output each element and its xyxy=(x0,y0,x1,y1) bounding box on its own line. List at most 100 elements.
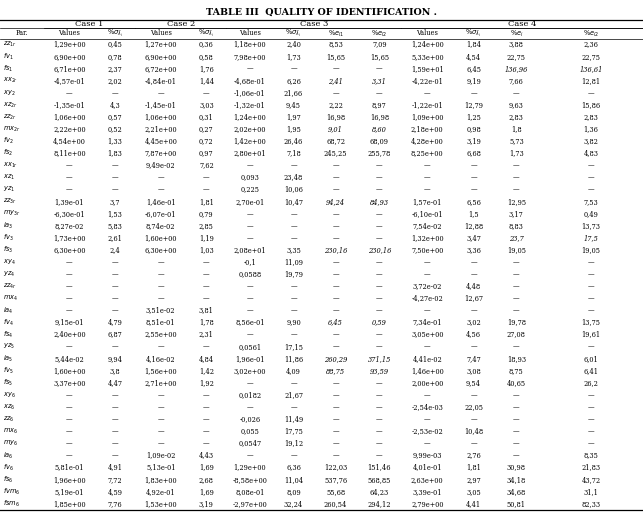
Text: —: — xyxy=(246,210,253,218)
Text: 26,46: 26,46 xyxy=(284,137,303,145)
Text: 19,05: 19,05 xyxy=(507,246,526,254)
Text: 26,2: 26,2 xyxy=(583,379,599,387)
Text: 1,27e+00: 1,27e+00 xyxy=(145,41,177,49)
Text: —: — xyxy=(424,270,431,278)
Text: $xz_1$: $xz_1$ xyxy=(3,173,15,182)
Text: —: — xyxy=(246,295,253,302)
Text: $xz_6$: $xz_6$ xyxy=(3,402,15,412)
Text: 7,62: 7,62 xyxy=(199,161,213,170)
Text: 1,73: 1,73 xyxy=(286,52,301,61)
Text: 1,76: 1,76 xyxy=(199,65,213,73)
Text: 11,86: 11,86 xyxy=(284,355,303,363)
Text: 6,30e+00: 6,30e+00 xyxy=(145,246,177,254)
Text: —: — xyxy=(588,186,594,194)
Text: —: — xyxy=(376,89,383,97)
Text: —: — xyxy=(66,282,73,290)
Text: —: — xyxy=(424,415,431,423)
Text: 23,7: 23,7 xyxy=(509,234,524,242)
Text: —: — xyxy=(332,65,339,73)
Text: —: — xyxy=(376,174,383,181)
Text: 30,98: 30,98 xyxy=(507,464,526,471)
Text: —: — xyxy=(376,403,383,411)
Text: —: — xyxy=(158,403,164,411)
Text: —: — xyxy=(112,282,118,290)
Text: —: — xyxy=(376,210,383,218)
Text: 1,19: 1,19 xyxy=(199,234,214,242)
Text: 0,0588: 0,0588 xyxy=(239,270,261,278)
Text: 0,79: 0,79 xyxy=(199,210,213,218)
Text: —: — xyxy=(112,161,118,170)
Text: 2,76: 2,76 xyxy=(466,451,481,460)
Text: 4,84: 4,84 xyxy=(199,355,214,363)
Text: 2,71e+00: 2,71e+00 xyxy=(145,379,177,387)
Text: 8,53: 8,53 xyxy=(328,41,343,49)
Text: —: — xyxy=(290,379,297,387)
Text: 1,44: 1,44 xyxy=(199,77,214,85)
Text: —: — xyxy=(112,451,118,460)
Text: $zz_6$: $zz_6$ xyxy=(3,415,14,424)
Text: —: — xyxy=(376,282,383,290)
Text: —: — xyxy=(332,295,339,302)
Text: 1,85e+00: 1,85e+00 xyxy=(53,500,86,508)
Text: $mx_4$: $mx_4$ xyxy=(3,294,17,303)
Text: —: — xyxy=(246,379,253,387)
Text: —: — xyxy=(112,306,118,315)
Text: —: — xyxy=(513,403,520,411)
Text: —: — xyxy=(376,234,383,242)
Text: Case 3: Case 3 xyxy=(300,20,328,28)
Text: 2,83: 2,83 xyxy=(583,113,599,121)
Text: 3,02: 3,02 xyxy=(466,319,481,326)
Text: 12,79: 12,79 xyxy=(464,101,483,109)
Text: —: — xyxy=(332,234,339,242)
Text: 2,63e+00: 2,63e+00 xyxy=(411,475,444,484)
Text: 0,57: 0,57 xyxy=(108,113,122,121)
Text: —: — xyxy=(588,403,594,411)
Text: 6,36: 6,36 xyxy=(286,464,301,471)
Text: —: — xyxy=(513,451,520,460)
Text: 1,42e+00: 1,42e+00 xyxy=(233,137,266,145)
Text: —: — xyxy=(588,343,594,351)
Text: —: — xyxy=(470,174,477,181)
Text: —: — xyxy=(376,391,383,399)
Text: 1,06e+00: 1,06e+00 xyxy=(53,113,86,121)
Text: 2,40: 2,40 xyxy=(286,41,301,49)
Text: 3,35: 3,35 xyxy=(286,246,301,254)
Text: —: — xyxy=(376,270,383,278)
Text: 7,47: 7,47 xyxy=(466,355,481,363)
Text: -2,97e+00: -2,97e+00 xyxy=(232,500,267,508)
Text: —: — xyxy=(246,403,253,411)
Text: 1,73: 1,73 xyxy=(509,150,523,157)
Text: —: — xyxy=(513,343,520,351)
Text: 4,3: 4,3 xyxy=(110,101,120,109)
Text: 9,45: 9,45 xyxy=(286,101,301,109)
Text: —: — xyxy=(66,415,73,423)
Text: 6,68: 6,68 xyxy=(466,150,481,157)
Text: —: — xyxy=(424,258,431,266)
Text: —: — xyxy=(66,295,73,302)
Text: 21,83: 21,83 xyxy=(581,464,601,471)
Text: 3,03: 3,03 xyxy=(199,101,213,109)
Text: —: — xyxy=(470,415,477,423)
Text: —: — xyxy=(588,174,594,181)
Text: 4,92e-01: 4,92e-01 xyxy=(146,488,176,496)
Text: —: — xyxy=(112,186,118,194)
Text: 43,72: 43,72 xyxy=(581,475,601,484)
Text: 568,85: 568,85 xyxy=(368,475,391,484)
Text: TABLE III  QUALITY OF IDENTIFICATION .: TABLE III QUALITY OF IDENTIFICATION . xyxy=(206,8,437,17)
Text: 22,75: 22,75 xyxy=(581,52,601,61)
Text: 4,28e+00: 4,28e+00 xyxy=(411,137,444,145)
Text: 10,06: 10,06 xyxy=(284,186,303,194)
Text: —: — xyxy=(332,331,339,339)
Text: 3,05e+00: 3,05e+00 xyxy=(411,331,444,339)
Text: 0,49: 0,49 xyxy=(583,210,599,218)
Text: $fs_1$: $fs_1$ xyxy=(3,64,13,74)
Text: —: — xyxy=(332,161,339,170)
Text: 4,41e-02: 4,41e-02 xyxy=(412,355,442,363)
Text: -4,68e-01: -4,68e-01 xyxy=(234,77,266,85)
Text: 8,25e+00: 8,25e+00 xyxy=(411,150,444,157)
Text: 7,87e+00: 7,87e+00 xyxy=(145,150,177,157)
Text: 8,51e-01: 8,51e-01 xyxy=(146,319,176,326)
Text: —: — xyxy=(158,343,164,351)
Text: 0,0561: 0,0561 xyxy=(239,343,261,351)
Text: —: — xyxy=(332,379,339,387)
